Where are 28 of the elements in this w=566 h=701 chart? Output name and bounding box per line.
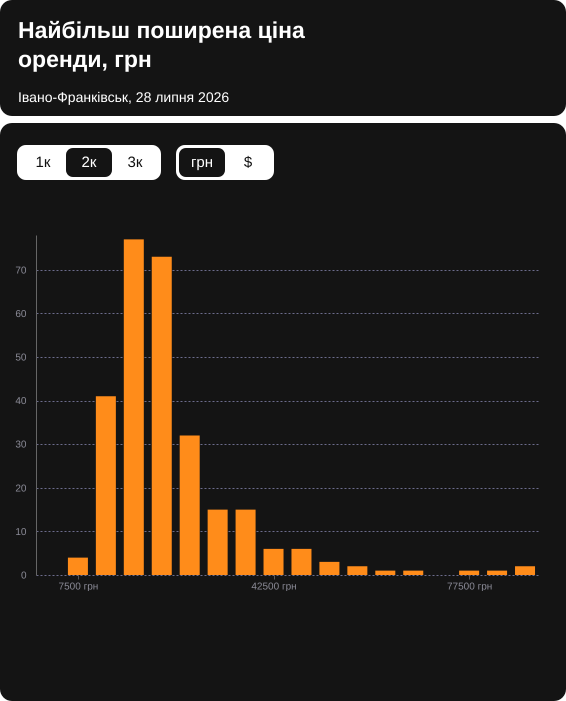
y-tick-label: 60 — [15, 308, 27, 320]
bar — [68, 558, 88, 575]
bar — [347, 566, 368, 575]
bar — [375, 570, 396, 575]
chart-subtitle: Івано-Франківськ, 28 липня 2026 — [18, 89, 230, 105]
bar — [180, 436, 200, 575]
bar — [96, 396, 116, 575]
y-tick-label: 70 — [15, 265, 27, 276]
bar — [124, 239, 144, 575]
bar — [264, 548, 284, 575]
bar — [208, 510, 228, 575]
bar — [319, 562, 340, 575]
bar — [236, 510, 256, 575]
y-tick-label: 40 — [15, 396, 27, 408]
y-tick-label: 20 — [15, 483, 27, 494]
currency-toggle: грн $ — [176, 145, 274, 180]
y-tick-label: 50 — [15, 352, 27, 364]
bar — [487, 570, 508, 575]
bar — [152, 256, 172, 575]
chart-title: Найбільш поширена ціна оренди, грн — [18, 16, 306, 74]
y-tick-label: 10 — [15, 526, 27, 538]
bar — [291, 548, 312, 575]
bar — [403, 570, 424, 575]
bar — [515, 566, 536, 575]
y-tick-label: 0 — [20, 570, 27, 582]
y-tick-label: 30 — [15, 440, 27, 451]
room-count-toggle: 1к 2к 3к — [17, 145, 161, 180]
bar — [459, 570, 480, 575]
